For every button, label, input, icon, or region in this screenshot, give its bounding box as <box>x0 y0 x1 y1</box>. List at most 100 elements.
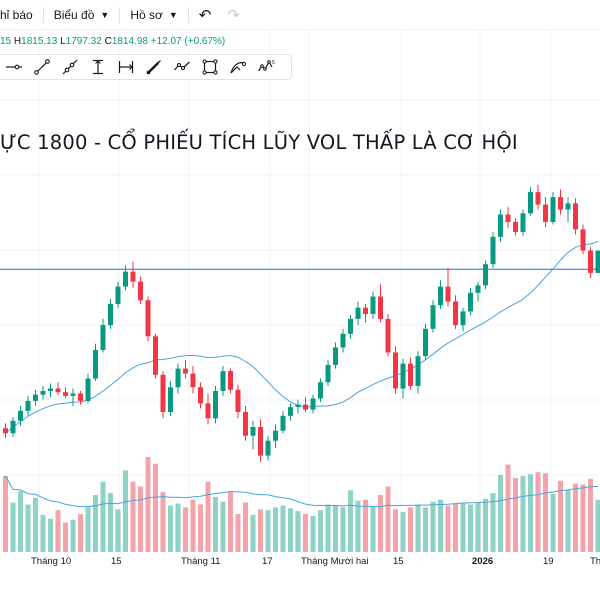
candlestick <box>205 393 211 425</box>
candlestick <box>100 318 106 353</box>
volume-bar <box>393 509 398 552</box>
moving-average-line <box>5 241 599 434</box>
candle-body <box>498 214 503 237</box>
candlestick <box>378 284 383 323</box>
ohlc-low: 1797.32 <box>65 36 102 47</box>
volume-bar <box>535 472 541 552</box>
volume-bar <box>115 509 121 552</box>
price-range-tool[interactable] <box>84 55 112 79</box>
candlestick <box>535 184 541 210</box>
brush-tool[interactable] <box>140 55 168 79</box>
ohlc-close-key: C <box>104 36 112 47</box>
horizontal-line-tool[interactable] <box>0 55 28 79</box>
undo-button[interactable]: ↶ <box>199 6 212 24</box>
volume-bar <box>355 500 361 552</box>
chart-menu-button[interactable]: Biểu đồ ▼ <box>54 8 110 22</box>
volume-bar <box>310 515 316 552</box>
candle-body <box>220 371 226 391</box>
candle-body <box>468 292 473 312</box>
elliott-wave-tool[interactable]: 5 <box>252 55 280 79</box>
candle-body <box>55 388 61 393</box>
candlestick <box>340 328 346 353</box>
volume-bar <box>348 490 353 552</box>
candle-body <box>363 307 368 314</box>
candle-body <box>310 398 316 410</box>
elliott-wave-icon: 5 <box>258 60 275 72</box>
toolbar-divider <box>119 6 121 23</box>
chart-annotation-text[interactable]: ỰC 1800 - CỔ PHIẾU TÍCH LŨY VOL THẤP LÀ … <box>0 131 518 154</box>
trend-line-tool[interactable] <box>28 55 56 79</box>
candle-body <box>295 404 301 408</box>
candle-body <box>490 236 496 265</box>
volume-bar <box>85 507 91 552</box>
candlestick <box>213 385 218 424</box>
x-axis-label: Th <box>590 556 600 567</box>
candlestick <box>475 281 481 302</box>
candlestick <box>543 197 548 227</box>
volume-bar <box>588 478 593 552</box>
volume-bar <box>175 503 181 552</box>
candle-body <box>535 192 541 205</box>
volume-bar <box>235 514 241 552</box>
candle-body <box>483 264 488 286</box>
candlestick <box>183 359 188 379</box>
volume-bar <box>228 492 233 552</box>
volume-bar <box>438 499 443 552</box>
volume-bar <box>55 510 61 552</box>
volume-bar <box>333 505 338 552</box>
volume-bar <box>430 501 436 552</box>
candlestick <box>460 307 466 332</box>
top-toolbar: hỉ báo Biểu đồ ▼ Hồ sơ ▼ ↶ ↷ <box>0 0 600 30</box>
date-range-tool[interactable] <box>112 55 140 79</box>
candle-body <box>138 281 143 301</box>
volume-bar <box>415 504 421 552</box>
candle-body <box>303 404 308 410</box>
volume-bar <box>40 514 46 552</box>
x-axis-label: 2026 <box>472 556 494 567</box>
volume-bar <box>498 475 503 552</box>
volume-bar <box>190 499 196 552</box>
undo-icon: ↶ <box>198 6 212 24</box>
rectangle-tool[interactable] <box>196 55 224 79</box>
candle-body <box>78 393 83 401</box>
candlestick <box>108 299 113 329</box>
x-axis-label: Tháng 11 <box>181 556 221 567</box>
candlestick <box>490 231 496 268</box>
candlestick <box>243 405 248 441</box>
fill-shape-tool[interactable] <box>224 55 252 79</box>
profile-menu-button[interactable]: Hồ sơ ▼ <box>130 8 177 22</box>
candle-body <box>25 400 31 411</box>
volume-bar <box>220 501 226 552</box>
candlestick <box>520 209 526 236</box>
candle-body <box>123 271 128 287</box>
candle-body <box>573 203 578 230</box>
indicators-menu[interactable]: hỉ báo <box>0 8 33 22</box>
candlestick <box>198 382 203 409</box>
candle-body <box>250 426 256 436</box>
ohlc-change: +12.07 (+0.67%) <box>150 36 226 47</box>
candlestick <box>70 388 76 406</box>
candle-body <box>400 363 406 389</box>
candlestick <box>33 389 38 406</box>
volume-bar <box>378 495 383 552</box>
volume-bar <box>505 464 511 552</box>
x-axis-label: Tháng Mười hai <box>301 556 369 567</box>
volume-bar <box>363 499 368 552</box>
candlestick <box>445 267 451 307</box>
path-tool[interactable] <box>168 55 196 79</box>
volume-bar <box>183 507 188 552</box>
volume-bar <box>3 476 8 552</box>
volume-bar <box>445 505 451 552</box>
candlestick <box>160 371 166 419</box>
redo-button[interactable]: ↷ <box>227 6 240 24</box>
candle-body <box>10 420 16 434</box>
ray-tool[interactable] <box>56 55 84 79</box>
candle-body <box>213 390 218 419</box>
candlestick <box>318 378 323 403</box>
volume-bar <box>580 484 586 552</box>
volume-bar <box>25 504 31 552</box>
candlestick <box>468 287 473 316</box>
volume-bar <box>280 505 286 552</box>
candlestick <box>333 342 338 369</box>
